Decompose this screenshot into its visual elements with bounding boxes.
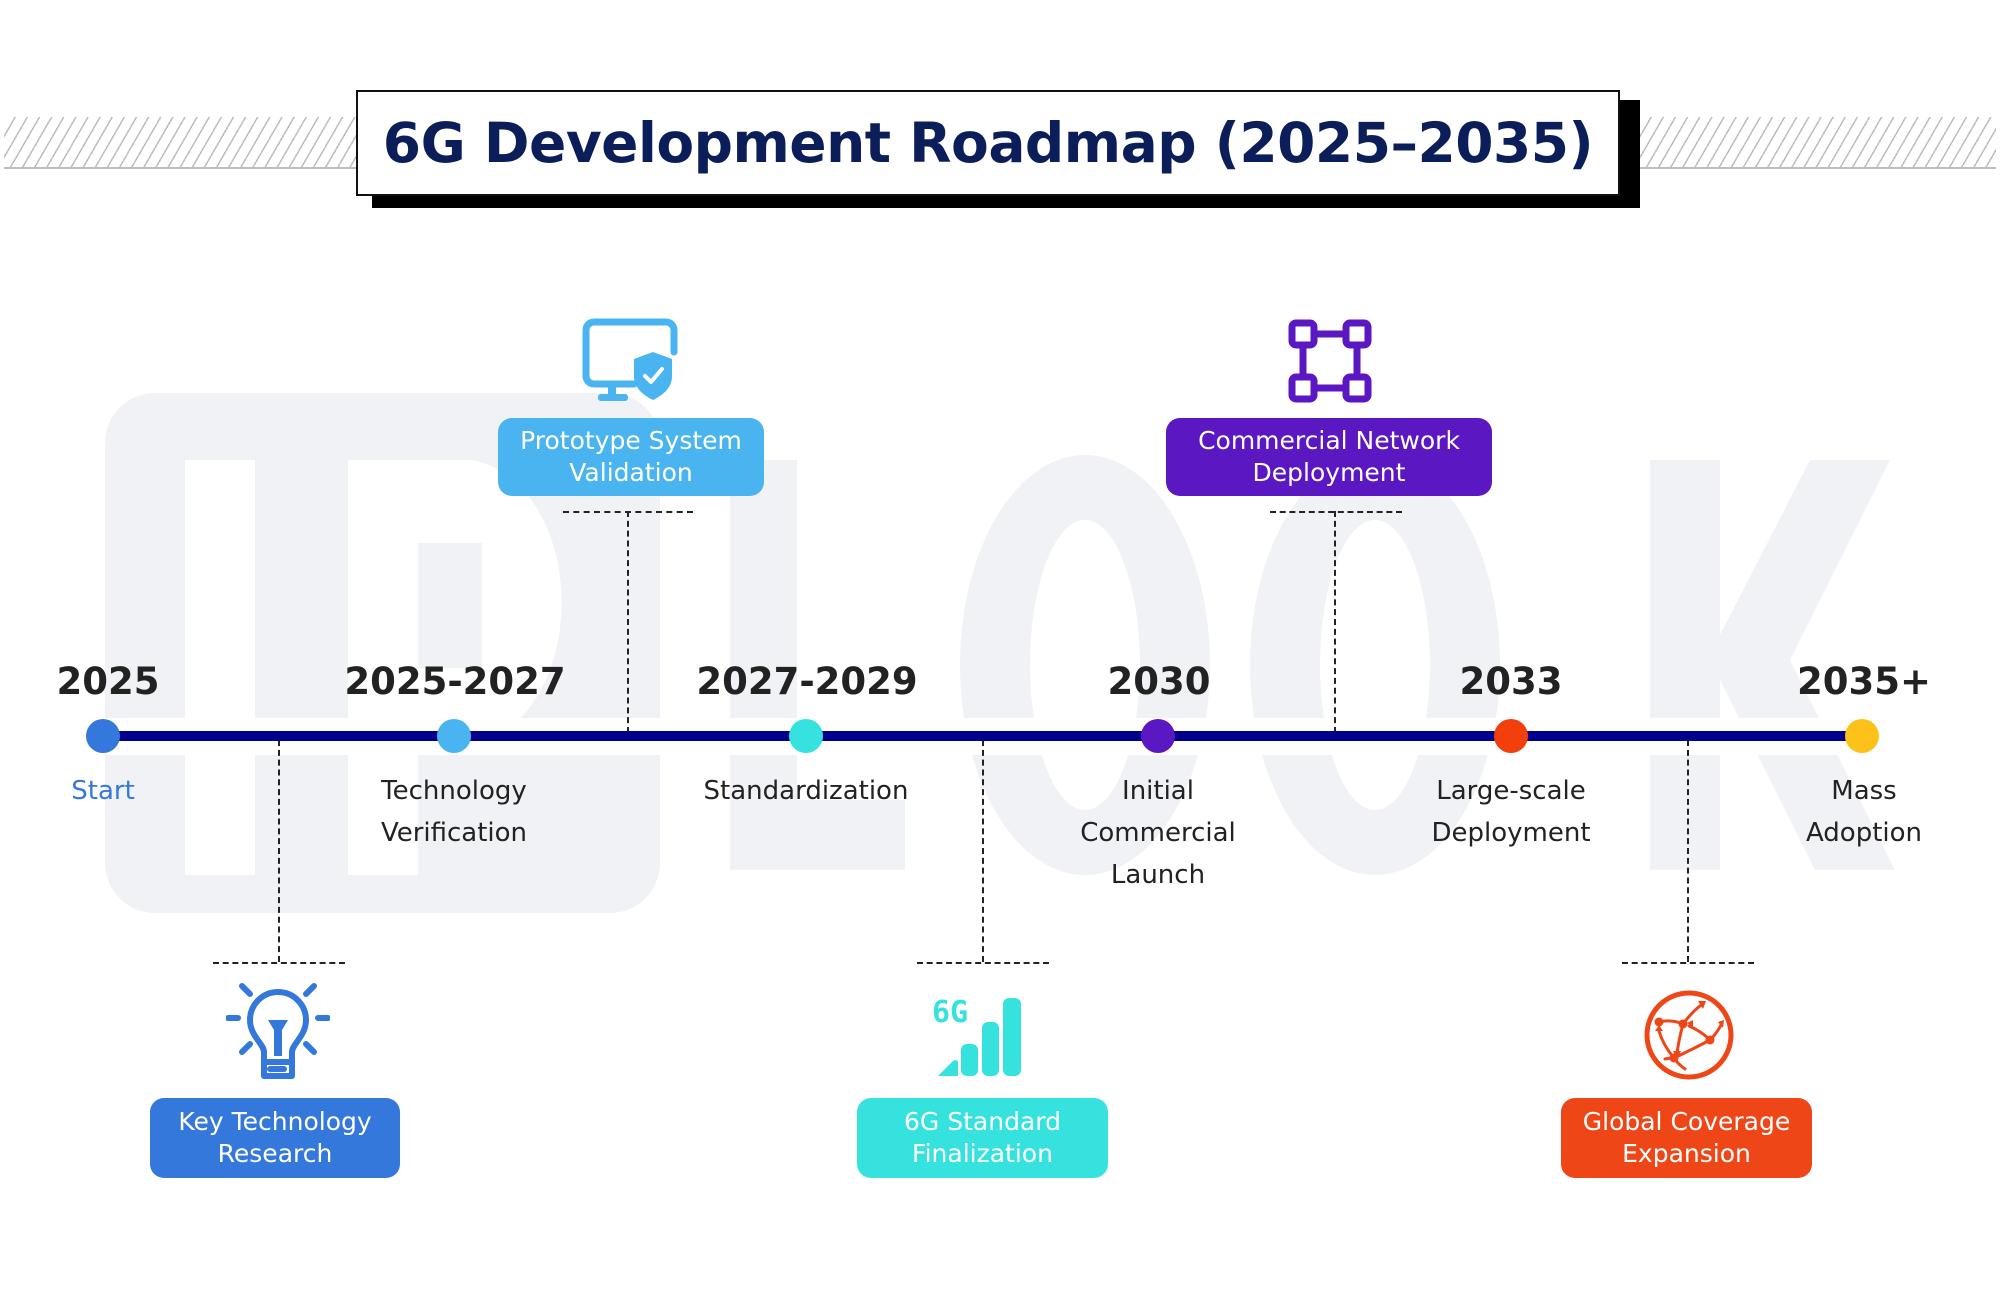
milestone-year: 2035+ [1797, 660, 1931, 703]
callout-prototype-system-validation: Prototype System Validation [498, 418, 764, 496]
milestone-dot [1141, 719, 1175, 753]
milestone-year: 2027-2029 [696, 660, 918, 703]
connector-commercial-network-vertical [1334, 511, 1336, 733]
connector-global-coverage-horizontal [1622, 962, 1754, 964]
title-box: 6G Development Roadmap (2025–2035) [356, 90, 1620, 196]
timeline-line [103, 731, 1863, 741]
network-nodes-icon [1288, 319, 1372, 403]
connector-key-tech-horizontal [213, 962, 345, 964]
lightbulb-icon [226, 983, 330, 1079]
milestone-dot [789, 719, 823, 753]
milestone-year: 2030 [1107, 660, 1211, 703]
milestone-label: Initial Commercial Launch [1080, 776, 1236, 890]
connector-key-tech-vertical [278, 740, 280, 962]
milestone-label: Large-scale Deployment [1431, 776, 1591, 848]
signal-6g-text: 6G [932, 995, 968, 1030]
callout-6g-standard-finalization: 6G Standard Finalization [857, 1098, 1108, 1178]
header-hatch-right [1640, 117, 1996, 169]
milestone-label: Standardization [703, 776, 909, 806]
connector-global-coverage-vertical [1687, 740, 1689, 962]
milestone-dot [437, 719, 471, 753]
connector-6g-standard-vertical [982, 740, 984, 962]
callout-key-technology-research: Key Technology Research [150, 1098, 400, 1178]
connector-6g-standard-horizontal [917, 962, 1049, 964]
milestone-dot [1494, 719, 1528, 753]
connector-commercial-network-horizontal [1270, 511, 1402, 513]
milestone-dot [1845, 719, 1879, 753]
globe-network-icon [1644, 990, 1734, 1080]
callout-commercial-network-deployment: Commercial Network Deployment [1166, 418, 1492, 496]
milestone-dot [86, 719, 120, 753]
milestone-year: 2033 [1459, 660, 1563, 703]
connector-prototype-vertical [627, 511, 629, 733]
milestone-label: Technology Verification [380, 776, 528, 848]
callout-global-coverage-expansion: Global Coverage Expansion [1561, 1098, 1812, 1178]
header-hatch-left [4, 117, 356, 169]
connector-prototype-horizontal [563, 511, 693, 513]
milestone-year: 2025-2027 [344, 660, 566, 703]
page-title: 6G Development Roadmap (2025–2035) [382, 111, 1594, 175]
milestone-label: Start [71, 776, 135, 806]
milestone-year: 2025 [56, 660, 160, 703]
6g-signal-bars-icon: 6G [928, 990, 1028, 1080]
monitor-shield-check-icon [582, 318, 678, 401]
milestone-label: Mass Adoption [1805, 776, 1923, 848]
